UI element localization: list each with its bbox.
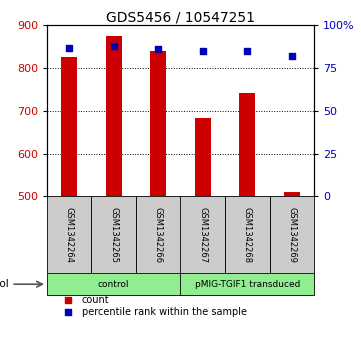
Text: GSM1342267: GSM1342267 (198, 207, 207, 263)
Title: GDS5456 / 10547251: GDS5456 / 10547251 (106, 10, 255, 24)
Bar (47, 273, 180, 295)
Bar (225, 196, 270, 273)
Bar (195, 118, 210, 196)
Bar (151, 51, 166, 196)
Text: control: control (98, 280, 130, 289)
Point (111, 43, 117, 49)
Text: count: count (82, 295, 109, 305)
Bar (47, 196, 91, 273)
Bar (180, 196, 225, 273)
Point (155, 46, 161, 52)
Point (289, 53, 295, 59)
Text: protocol: protocol (0, 279, 9, 289)
Bar (284, 192, 300, 196)
Text: GSM1342264: GSM1342264 (65, 207, 74, 263)
Text: percentile rank within the sample: percentile rank within the sample (82, 307, 247, 317)
Bar (239, 93, 255, 196)
Point (66, 45, 72, 50)
Text: GSM1342265: GSM1342265 (109, 207, 118, 263)
Text: GSM1342269: GSM1342269 (287, 207, 296, 263)
Text: pMIG-TGIF1 transduced: pMIG-TGIF1 transduced (195, 280, 300, 289)
Bar (270, 196, 314, 273)
Text: GSM1342266: GSM1342266 (154, 207, 163, 263)
Bar (91, 196, 136, 273)
Point (65, 298, 71, 303)
Bar (136, 196, 180, 273)
Point (244, 48, 250, 54)
Bar (180, 273, 314, 295)
Point (200, 48, 206, 54)
Bar (61, 57, 77, 196)
Point (65, 309, 71, 315)
Text: GSM1342268: GSM1342268 (243, 207, 252, 263)
Bar (106, 36, 122, 196)
